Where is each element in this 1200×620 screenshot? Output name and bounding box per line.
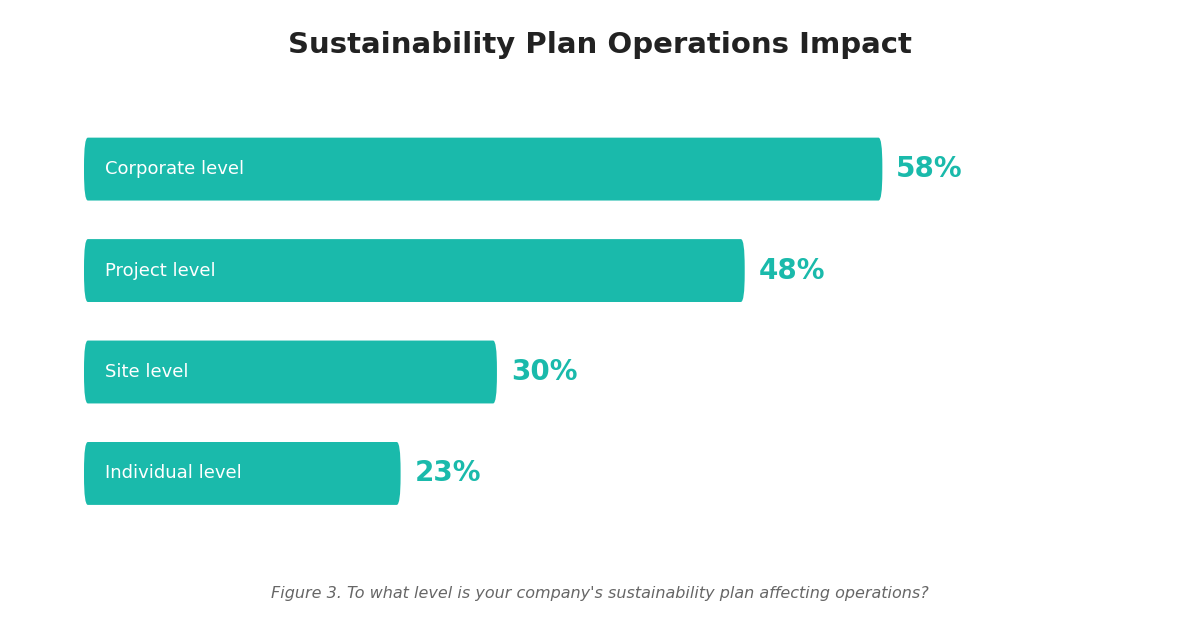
Text: 23%: 23% [414, 459, 481, 487]
Text: Individual level: Individual level [104, 464, 241, 482]
Text: Project level: Project level [104, 262, 215, 280]
FancyBboxPatch shape [84, 340, 497, 404]
FancyBboxPatch shape [84, 138, 882, 200]
FancyBboxPatch shape [84, 239, 745, 302]
Text: 30%: 30% [511, 358, 577, 386]
Text: Sustainability Plan Operations Impact: Sustainability Plan Operations Impact [288, 31, 912, 59]
Text: 48%: 48% [758, 257, 824, 285]
Text: Figure 3. To what level is your company's sustainability plan affecting operatio: Figure 3. To what level is your company'… [271, 587, 929, 601]
Text: Corporate level: Corporate level [104, 160, 244, 178]
FancyBboxPatch shape [84, 442, 401, 505]
Text: 58%: 58% [896, 155, 962, 183]
Text: Site level: Site level [104, 363, 188, 381]
